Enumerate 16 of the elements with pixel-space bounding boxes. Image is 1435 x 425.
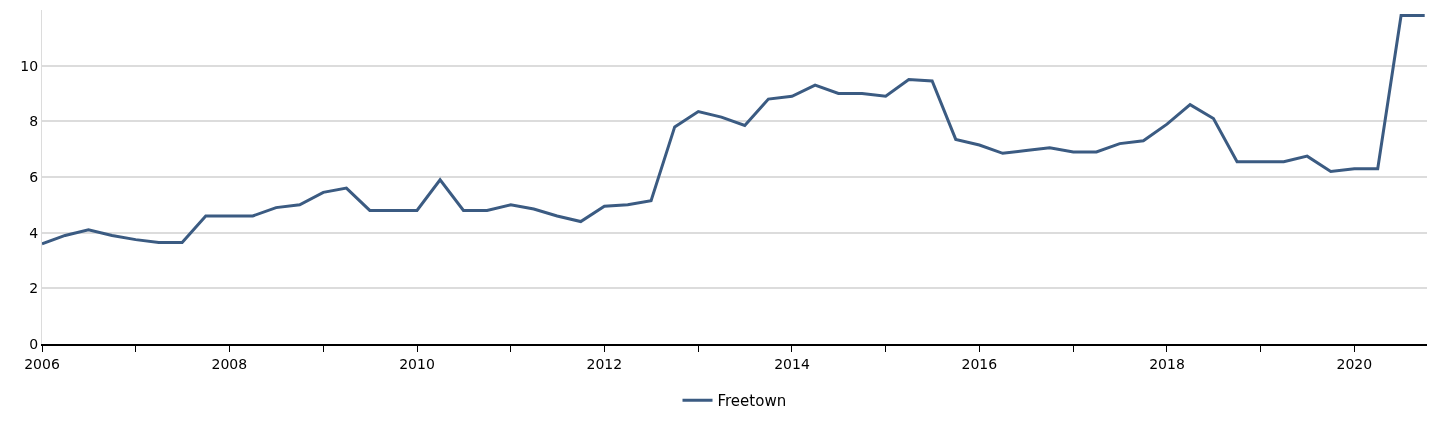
x-tick-label: 2008: [211, 355, 248, 372]
x-tick-label: 2012: [586, 355, 623, 372]
x-tick-label: 2010: [399, 355, 435, 372]
y-tick-label: 10: [20, 57, 39, 74]
x-tick-label: 2018: [1149, 355, 1185, 372]
y-tick-label: 2: [29, 280, 39, 297]
legend-label: Freetown: [717, 392, 787, 411]
x-tick-label: 2014: [774, 355, 810, 372]
y-tick-label: 0: [29, 335, 39, 352]
x-tick-label: 2020: [1336, 355, 1373, 372]
y-tick-label: 8: [29, 113, 39, 130]
x-tick-label: 2006: [24, 355, 60, 372]
line-series: [42, 14, 1427, 246]
x-tick-label: 2016: [961, 355, 998, 372]
y-tick-label: 4: [29, 224, 39, 241]
y-tick-label: 6: [29, 168, 39, 185]
